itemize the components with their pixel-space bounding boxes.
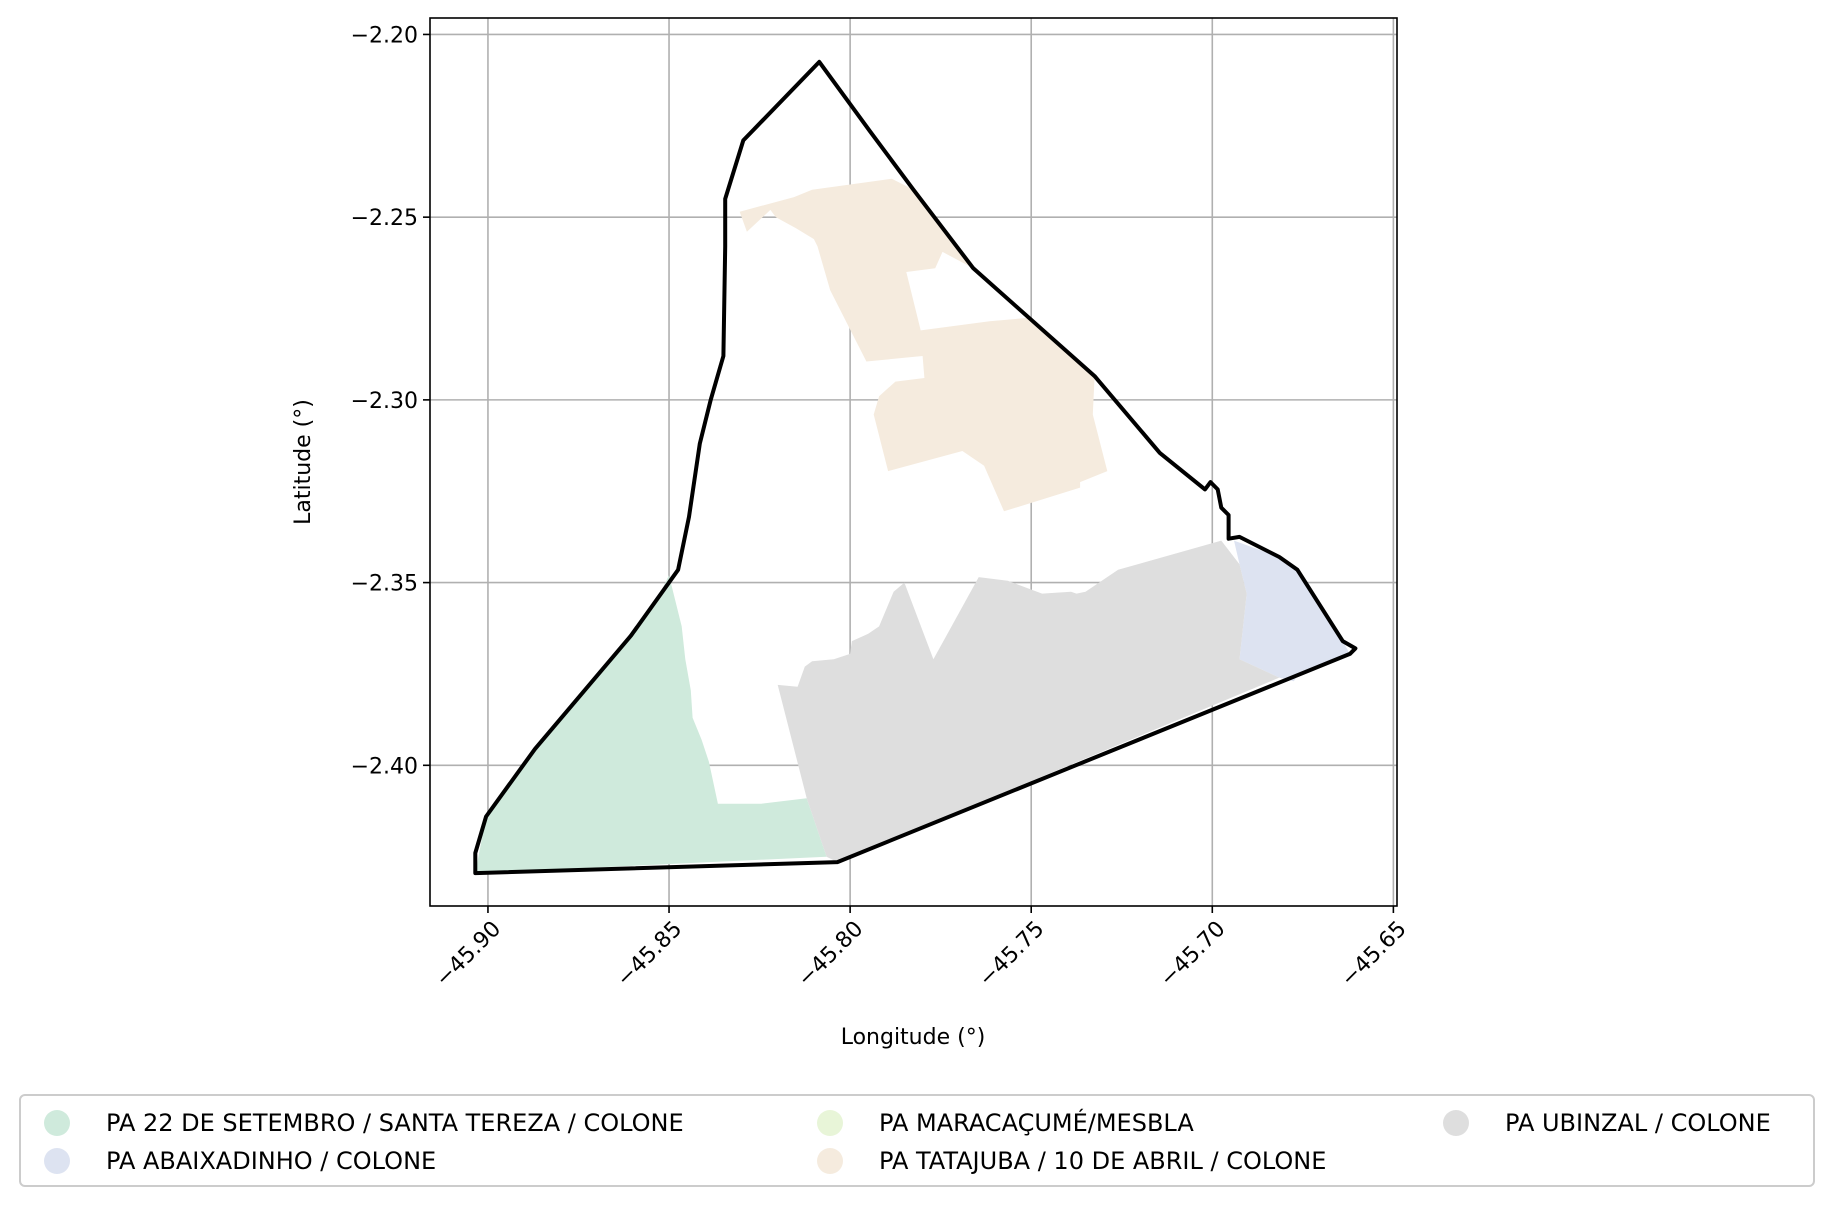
y-tick-label: −2.30 — [351, 389, 418, 414]
y-tick-label: −2.20 — [351, 23, 418, 48]
legend-item: PA ABAIXADINHO / COLONE — [44, 1146, 436, 1176]
legend-item: PA 22 DE SETEMBRO / SANTA TEREZA / COLON… — [44, 1108, 684, 1138]
legend-label: PA TATAJUBA / 10 DE ABRIL / COLONE — [879, 1147, 1327, 1175]
boundary — [473, 59, 1358, 876]
legend-item: PA TATAJUBA / 10 DE ABRIL / COLONE — [817, 1146, 1326, 1176]
legend-label: PA UBINZAL / COLONE — [1505, 1109, 1771, 1137]
y-tick-label: −2.25 — [351, 206, 418, 231]
x-tick-label: −45.70 — [1155, 917, 1230, 992]
legend-item: PA MARACAÇUMÉ/MESBLA — [817, 1108, 1194, 1138]
area-polygon — [739, 178, 1108, 512]
y-tick-label: −2.40 — [351, 754, 418, 779]
area-polygon — [1234, 540, 1350, 682]
area-polygon — [475, 575, 827, 874]
legend-marker — [44, 1110, 70, 1136]
x-tick-label: −45.90 — [431, 917, 506, 992]
settlement-areas — [475, 178, 1350, 874]
legend-label: PA ABAIXADINHO / COLONE — [106, 1147, 437, 1175]
y-tick-label: −2.35 — [351, 572, 418, 597]
y-axis-title: Latitude (°) — [291, 399, 316, 525]
legend-marker — [817, 1148, 843, 1174]
x-axis-ticks: −45.90 −45.85 −45.80 −45.75 −45.70 −45.65 — [431, 906, 1412, 992]
legend: PA 22 DE SETEMBRO / SANTA TEREZA / COLON… — [19, 1094, 1815, 1187]
x-axis-title: Longitude (°) — [841, 1025, 986, 1050]
y-axis-ticks: −2.20 −2.25 −2.30 −2.35 −2.40 — [351, 23, 430, 779]
x-tick-label: −45.75 — [974, 917, 1049, 992]
legend-item: PA UBINZAL / COLONE — [1443, 1108, 1771, 1138]
legend-marker — [817, 1110, 843, 1136]
x-tick-label: −45.65 — [1336, 917, 1411, 992]
x-tick-label: −45.85 — [612, 917, 687, 992]
area-polygon — [777, 540, 1280, 863]
legend-label: PA 22 DE SETEMBRO / SANTA TEREZA / COLON… — [106, 1109, 684, 1137]
legend-marker — [44, 1148, 70, 1174]
plot-frame — [429, 17, 1398, 907]
x-tick-label: −45.80 — [793, 917, 868, 992]
legend-marker — [1443, 1110, 1469, 1136]
boundary-outline — [473, 59, 1358, 876]
legend-label: PA MARACAÇUMÉ/MESBLA — [879, 1109, 1194, 1137]
